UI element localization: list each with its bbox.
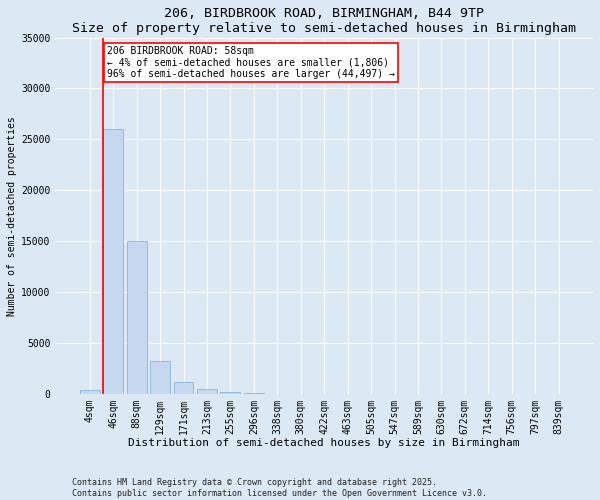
Y-axis label: Number of semi-detached properties: Number of semi-detached properties bbox=[7, 116, 17, 316]
Text: 206 BIRDBROOK ROAD: 58sqm
← 4% of semi-detached houses are smaller (1,806)
96% o: 206 BIRDBROOK ROAD: 58sqm ← 4% of semi-d… bbox=[107, 46, 395, 79]
Bar bbox=[80, 390, 100, 394]
Bar bbox=[197, 389, 217, 394]
Title: 206, BIRDBROOK ROAD, BIRMINGHAM, B44 9TP
Size of property relative to semi-detac: 206, BIRDBROOK ROAD, BIRMINGHAM, B44 9TP… bbox=[72, 7, 576, 35]
Bar bbox=[127, 241, 146, 394]
Bar bbox=[103, 129, 123, 394]
Bar bbox=[173, 382, 193, 394]
Bar bbox=[220, 392, 241, 394]
Text: Contains HM Land Registry data © Crown copyright and database right 2025.
Contai: Contains HM Land Registry data © Crown c… bbox=[72, 478, 487, 498]
Bar bbox=[150, 361, 170, 394]
X-axis label: Distribution of semi-detached houses by size in Birmingham: Distribution of semi-detached houses by … bbox=[128, 438, 520, 448]
